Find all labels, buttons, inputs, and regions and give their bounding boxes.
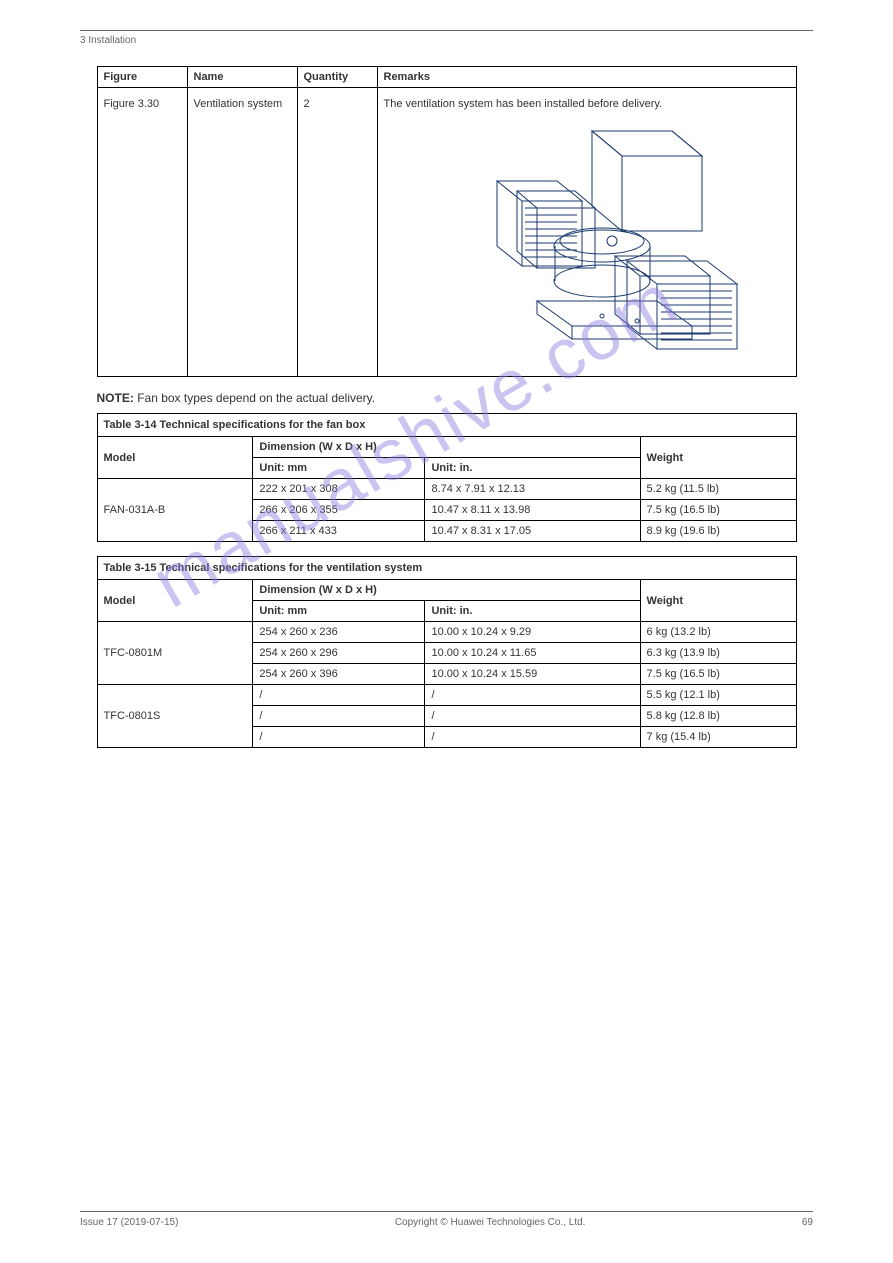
table-row: FAN-031A-B 222 x 201 x 308 8.74 x 7.91 x… xyxy=(97,479,796,500)
weight-cell: 5.5 kg (12.1 lb) xyxy=(640,685,796,706)
col-quantity: Quantity xyxy=(297,67,377,88)
note-label: NOTE: xyxy=(97,391,134,405)
table-ventilation-specs: Table 3-15 Technical specifications for … xyxy=(97,556,797,748)
table-fan-box-specs: Table 3-14 Technical specifications for … xyxy=(97,413,797,542)
col-weight: Weight xyxy=(640,437,796,479)
name-cell: Ventilation system xyxy=(187,88,297,377)
weight-cell: 7 kg (15.4 lb) xyxy=(640,727,796,748)
dim-in-cell: 10.47 x 8.11 x 13.98 xyxy=(425,500,640,521)
dim-mm-cell: 222 x 201 x 308 xyxy=(253,479,425,500)
dim-in-cell: 10.00 x 10.24 x 15.59 xyxy=(425,664,640,685)
weight-cell: 7.5 kg (16.5 lb) xyxy=(640,500,796,521)
dim-in-cell: 10.00 x 10.24 x 11.65 xyxy=(425,643,640,664)
dim-mm-cell: 254 x 260 x 296 xyxy=(253,643,425,664)
table-row: TFC-0801M 254 x 260 x 236 10.00 x 10.24 … xyxy=(97,622,796,643)
col-dim: Dimension (W x D x H) xyxy=(253,437,640,458)
weight-cell: 6 kg (13.2 lb) xyxy=(640,622,796,643)
dim-in-cell: 8.74 x 7.91 x 12.13 xyxy=(425,479,640,500)
table-title-row: Table 3-14 Technical specifications for … xyxy=(97,414,796,437)
dim-mm-cell: 266 x 211 x 433 xyxy=(253,521,425,542)
note-body: Fan box types depend on the actual deliv… xyxy=(137,391,375,405)
dim-mm-cell: / xyxy=(253,727,425,748)
col-name: Name xyxy=(187,67,297,88)
table-row: Model Dimension (W x D x H) Weight xyxy=(97,437,796,458)
model-cell: FAN-031A-B xyxy=(97,479,253,542)
model-cell: TFC-0801M xyxy=(97,622,253,685)
dim-mm-cell: / xyxy=(253,706,425,727)
weight-cell: 5.8 kg (12.8 lb) xyxy=(640,706,796,727)
col-remarks: Remarks xyxy=(377,67,796,88)
header-rule xyxy=(80,30,813,31)
col-model: Model xyxy=(97,580,253,622)
note-block: NOTE: Fan box types depend on the actual… xyxy=(97,391,797,405)
model-cell: TFC-0801S xyxy=(97,685,253,748)
table-row: TFC-0801S / / 5.5 kg (12.1 lb) xyxy=(97,685,796,706)
page-header: 3 Installation xyxy=(80,35,813,46)
dim-in-cell: 10.00 x 10.24 x 9.29 xyxy=(425,622,640,643)
footer-issue: Issue 17 (2019-07-15) xyxy=(80,1217,178,1228)
table-row: Figure Name Quantity Remarks xyxy=(97,67,796,88)
footer-page-number: 69 xyxy=(802,1217,813,1228)
figure-cell: Figure 3.30 xyxy=(97,88,187,377)
weight-cell: 5.2 kg (11.5 lb) xyxy=(640,479,796,500)
table-ventilation-figure: Figure Name Quantity Remarks Figure 3.30… xyxy=(97,66,797,377)
dim-mm-cell: 254 x 260 x 396 xyxy=(253,664,425,685)
table-title: Table 3-14 Technical specifications for … xyxy=(97,414,796,437)
table-title-row: Table 3-15 Technical specifications for … xyxy=(97,557,796,580)
dim-in-cell: / xyxy=(425,727,640,748)
dim-mm-cell: 254 x 260 x 236 xyxy=(253,622,425,643)
ventilation-diagram xyxy=(427,116,747,366)
table-row: Figure 3.30 Ventilation system 2 The ven… xyxy=(97,88,796,377)
weight-cell: 6.3 kg (13.9 lb) xyxy=(640,643,796,664)
weight-cell: 7.5 kg (16.5 lb) xyxy=(640,664,796,685)
col-weight: Weight xyxy=(640,580,796,622)
col-unit-in: Unit: in. xyxy=(425,458,640,479)
dim-in-cell: / xyxy=(425,706,640,727)
col-unit-mm: Unit: mm xyxy=(253,458,425,479)
col-model: Model xyxy=(97,437,253,479)
table-title: Table 3-15 Technical specifications for … xyxy=(97,557,796,580)
table-row: Model Dimension (W x D x H) Weight xyxy=(97,580,796,601)
weight-cell: 8.9 kg (19.6 lb) xyxy=(640,521,796,542)
col-figure: Figure xyxy=(97,67,187,88)
footer-copyright: Copyright © Huawei Technologies Co., Ltd… xyxy=(395,1217,586,1228)
col-dim: Dimension (W x D x H) xyxy=(253,580,640,601)
dim-in-cell: 10.47 x 8.31 x 17.05 xyxy=(425,521,640,542)
quantity-cell: 2 xyxy=(297,88,377,377)
remarks-text: The ventilation system has been installe… xyxy=(384,98,790,110)
remarks-cell: The ventilation system has been installe… xyxy=(377,88,796,377)
page-footer: Issue 17 (2019-07-15) Copyright © Huawei… xyxy=(80,1211,813,1228)
dim-in-cell: / xyxy=(425,685,640,706)
dim-mm-cell: 266 x 206 x 355 xyxy=(253,500,425,521)
col-unit-in: Unit: in. xyxy=(425,601,640,622)
dim-mm-cell: / xyxy=(253,685,425,706)
col-unit-mm: Unit: mm xyxy=(253,601,425,622)
